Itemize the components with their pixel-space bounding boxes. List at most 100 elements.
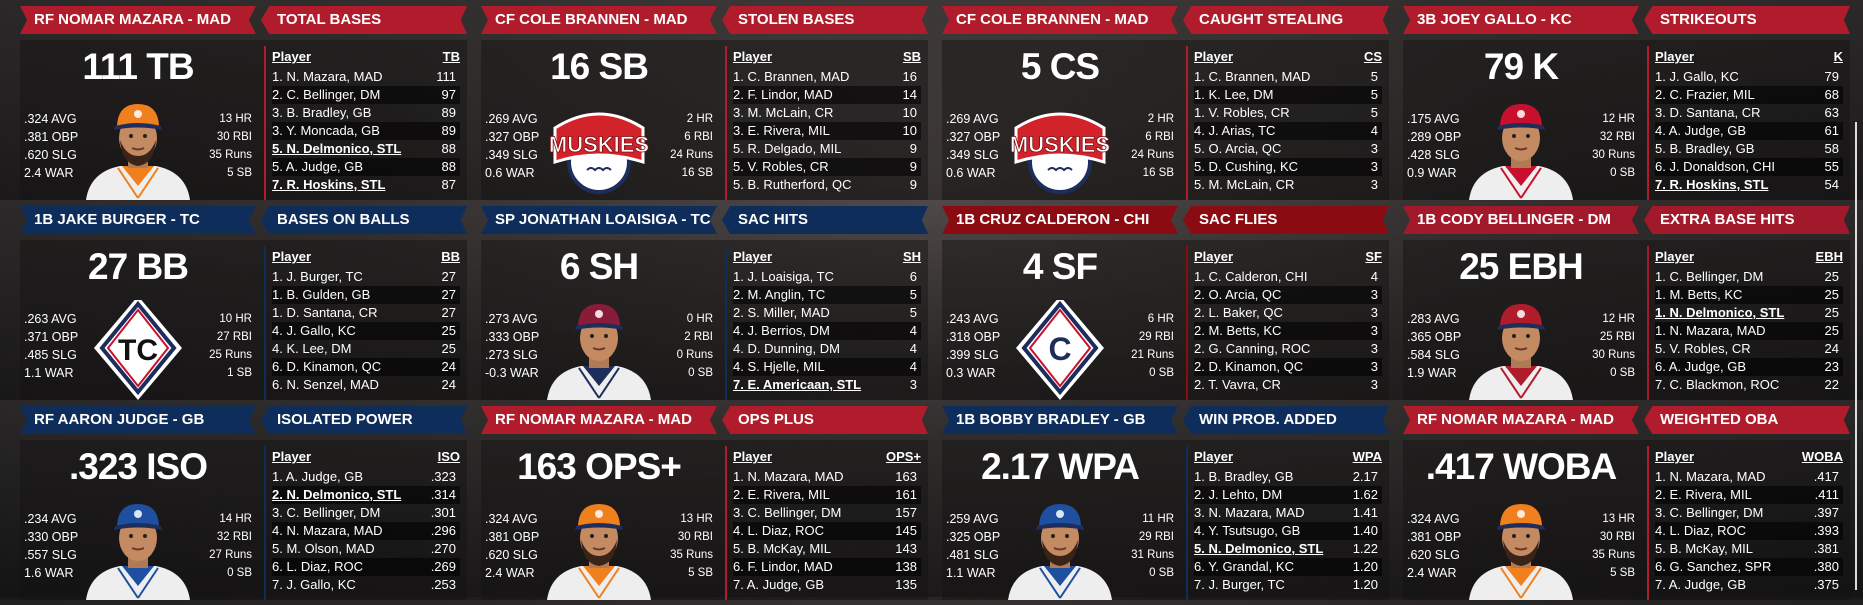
leader-name[interactable]: 7. J. Burger, TC (1194, 577, 1285, 592)
leader-name[interactable]: 5. B. Rutherford, QC (733, 177, 852, 192)
leader-row[interactable]: 1. C. Calderon, CHI 4 (1194, 268, 1382, 286)
leader-name[interactable]: 5. B. McKay, MIL (733, 541, 832, 556)
leader-name[interactable]: 2. M. Anglin, TC (733, 287, 826, 302)
leader-name[interactable]: 4. S. Hjelle, MIL (733, 359, 825, 374)
leader-name[interactable]: 7. R. Hoskins, STL (1655, 177, 1769, 192)
player-name-header[interactable]: 1B CODY BELLINGER - DM (1403, 206, 1639, 234)
leader-name[interactable]: 1. C. Brannen, MAD (733, 69, 850, 84)
column-header-player[interactable]: Player (1194, 49, 1234, 64)
player-name-header[interactable]: CF COLE BRANNEN - MAD (942, 6, 1178, 34)
leader-name[interactable]: 1. N. Delmonico, STL (1655, 305, 1785, 320)
column-header-player[interactable]: Player (1655, 449, 1695, 464)
leader-row[interactable]: 2. M. Betts, KC 3 (1194, 322, 1382, 340)
leader-name[interactable]: 7. A. Judge, GB (733, 577, 825, 592)
leader-name[interactable]: 5. O. Arcia, QC (1194, 141, 1282, 156)
leader-name[interactable]: 2. O. Arcia, QC (1194, 287, 1282, 302)
leader-name[interactable]: 4. J. Gallo, KC (272, 323, 356, 338)
leader-name[interactable]: 1. A. Judge, GB (272, 469, 364, 484)
leader-name[interactable]: 3. E. Rivera, MIL (733, 123, 830, 138)
leader-name[interactable]: 5. M. Olson, MAD (272, 541, 375, 556)
leader-row[interactable]: 6. Y. Grandal, KC 1.20 (1194, 558, 1382, 576)
player-name-header[interactable]: RF NOMAR MAZARA - MAD (481, 406, 717, 434)
leader-name[interactable]: 4. N. Mazara, MAD (272, 523, 383, 538)
leader-name[interactable]: 6. Y. Grandal, KC (1194, 559, 1294, 574)
leader-name[interactable]: 5. B. Bradley, GB (1655, 141, 1755, 156)
leader-name[interactable]: 6. A. Judge, GB (1655, 359, 1747, 374)
leader-name[interactable]: 6. J. Donaldson, CHI (1655, 159, 1775, 174)
leader-row[interactable]: 1. N. Mazara, MAD 25 (1655, 322, 1843, 340)
leader-row[interactable]: 6. D. Kinamon, QC 24 (272, 358, 460, 376)
leader-name[interactable]: 7. E. Americaan, STL (733, 377, 862, 392)
leader-name[interactable]: 1. K. Lee, DM (1194, 87, 1274, 102)
leader-row[interactable]: 4. L. Diaz, ROC .393 (1655, 522, 1843, 540)
player-name-header[interactable]: 1B BOBBY BRADLEY - GB (942, 406, 1178, 434)
column-header-stat[interactable]: K (1833, 49, 1843, 64)
column-header-stat[interactable]: OPS+ (885, 449, 921, 464)
leader-row[interactable]: 1. C. Brannen, MAD 5 (1194, 68, 1382, 86)
leader-row[interactable]: 7. R. Hoskins, STL 54 (1655, 176, 1843, 194)
leader-row[interactable]: 2. D. Kinamon, QC 3 (1194, 358, 1382, 376)
leader-row[interactable]: 5. N. Delmonico, STL 88 (272, 140, 460, 158)
leader-row[interactable]: 1. B. Bradley, GB 2.17 (1194, 468, 1382, 486)
leader-row[interactable]: 5. D. Cushing, KC 3 (1194, 158, 1382, 176)
leader-name[interactable]: 2. J. Lehto, DM (1194, 487, 1283, 502)
leader-name[interactable]: 6. G. Sanchez, SPR (1655, 559, 1772, 574)
leader-row[interactable]: 7. R. Hoskins, STL 87 (272, 176, 460, 194)
leader-row[interactable]: 2. E. Rivera, MIL .411 (1655, 486, 1843, 504)
leader-name[interactable]: 2. N. Delmonico, STL (272, 487, 402, 502)
leader-name[interactable]: 3. C. Bellinger, DM (1655, 505, 1764, 520)
leader-row[interactable]: 3. E. Rivera, MIL 10 (733, 122, 921, 140)
leader-name[interactable]: 2. C. Frazier, MIL (1655, 87, 1755, 102)
leader-row[interactable]: 2. E. Rivera, MIL 161 (733, 486, 921, 504)
leader-row[interactable]: 1. D. Santana, CR 27 (272, 304, 460, 322)
leader-row[interactable]: 3. C. Bellinger, DM .301 (272, 504, 460, 522)
leader-name[interactable]: 1. C. Brannen, MAD (1194, 69, 1311, 84)
leader-row[interactable]: 4. N. Mazara, MAD .296 (272, 522, 460, 540)
leader-row[interactable]: 3. D. Santana, CR 63 (1655, 104, 1843, 122)
leader-name[interactable]: 1. J. Gallo, KC (1655, 69, 1739, 84)
leader-row[interactable]: 2. T. Vavra, CR 3 (1194, 376, 1382, 394)
leader-name[interactable]: 7. A. Judge, GB (1655, 577, 1747, 592)
leader-row[interactable]: 2. J. Lehto, DM 1.62 (1194, 486, 1382, 504)
leader-row[interactable]: 3. M. McLain, CR 10 (733, 104, 921, 122)
column-header-player[interactable]: Player (1194, 249, 1234, 264)
leader-row[interactable]: 1. N. Delmonico, STL 25 (1655, 304, 1843, 322)
leader-name[interactable]: 2. E. Rivera, MIL (1655, 487, 1752, 502)
leader-row[interactable]: 1. A. Judge, GB .323 (272, 468, 460, 486)
leader-row[interactable]: 1. B. Gulden, GB 27 (272, 286, 460, 304)
leader-row[interactable]: 5. B. Bradley, GB 58 (1655, 140, 1843, 158)
leader-row[interactable]: 1. N. Mazara, MAD 163 (733, 468, 921, 486)
leader-row[interactable]: 4. J. Arias, TC 4 (1194, 122, 1382, 140)
column-header-player[interactable]: Player (1655, 49, 1695, 64)
leader-name[interactable]: 1. D. Santana, CR (272, 305, 378, 320)
player-name-header[interactable]: CF COLE BRANNEN - MAD (481, 6, 717, 34)
player-name-header[interactable]: RF NOMAR MAZARA - MAD (20, 6, 256, 34)
leader-name[interactable]: 4. K. Lee, DM (272, 341, 352, 356)
leader-row[interactable]: 1. C. Brannen, MAD 16 (733, 68, 921, 86)
leader-row[interactable]: 7. J. Gallo, KC .253 (272, 576, 460, 594)
leader-name[interactable]: 1. N. Mazara, MAD (1655, 323, 1766, 338)
leader-row[interactable]: 2. S. Miller, MAD 5 (733, 304, 921, 322)
leader-row[interactable]: 1. J. Burger, TC 27 (272, 268, 460, 286)
leader-row[interactable]: 5. V. Robles, CR 9 (733, 158, 921, 176)
leader-row[interactable]: 7. A. Judge, GB 135 (733, 576, 921, 594)
leader-row[interactable]: 1. N. Mazara, MAD 111 (272, 68, 460, 86)
leader-row[interactable]: 1. K. Lee, DM 5 (1194, 86, 1382, 104)
column-header-player[interactable]: Player (272, 249, 312, 264)
leader-name[interactable]: 3. C. Bellinger, DM (272, 505, 381, 520)
leader-row[interactable]: 5. N. Delmonico, STL 1.22 (1194, 540, 1382, 558)
leader-row[interactable]: 1. V. Robles, CR 5 (1194, 104, 1382, 122)
leader-row[interactable]: 1. M. Betts, KC 25 (1655, 286, 1843, 304)
column-header-stat[interactable]: TB (442, 49, 460, 64)
column-header-player[interactable]: Player (733, 449, 773, 464)
column-header-stat[interactable]: SH (902, 249, 921, 264)
leader-row[interactable]: 2. C. Frazier, MIL 68 (1655, 86, 1843, 104)
leader-name[interactable]: 3. N. Mazara, MAD (1194, 505, 1305, 520)
leader-row[interactable]: 3. N. Mazara, MAD 1.41 (1194, 504, 1382, 522)
leader-name[interactable]: 3. Y. Moncada, GB (272, 123, 380, 138)
leader-name[interactable]: 6. N. Senzel, MAD (272, 377, 379, 392)
leader-row[interactable]: 7. J. Burger, TC 1.20 (1194, 576, 1382, 594)
leader-name[interactable]: 1. B. Bradley, GB (1194, 469, 1294, 484)
leader-row[interactable]: 5. B. McKay, MIL .381 (1655, 540, 1843, 558)
leader-name[interactable]: 1. N. Mazara, MAD (272, 69, 383, 84)
